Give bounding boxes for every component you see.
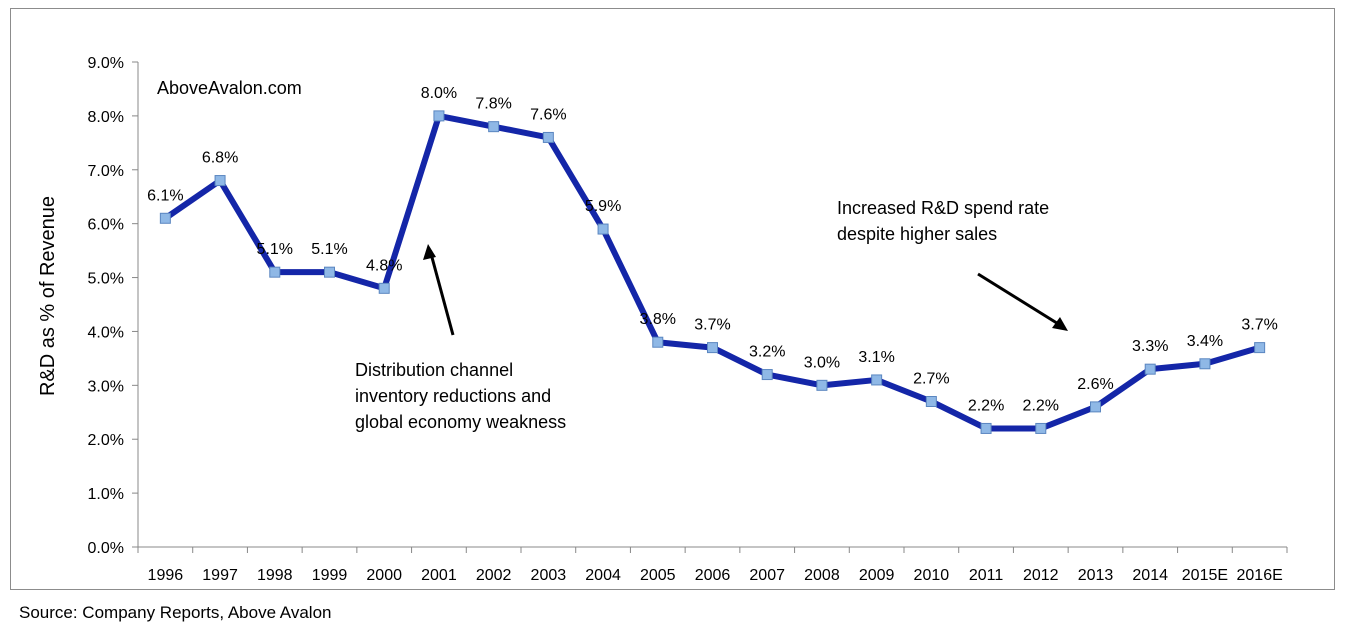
y-tick-label: 6.0% bbox=[88, 217, 124, 234]
source-note: Source: Company Reports, Above Avalon bbox=[19, 603, 332, 622]
data-point-marker bbox=[269, 266, 281, 278]
y-tick-label: 5.0% bbox=[88, 271, 124, 288]
axes bbox=[137, 62, 1287, 548]
data-point-marker bbox=[378, 282, 390, 294]
x-tick-label: 2013 bbox=[1078, 567, 1114, 584]
annotation-arrow bbox=[977, 272, 1061, 327]
x-tick-label: 2004 bbox=[585, 567, 621, 584]
y-tick-label: 9.0% bbox=[88, 55, 124, 72]
x-tick-label: 2009 bbox=[859, 567, 895, 584]
data-label: 7.8% bbox=[475, 96, 511, 113]
data-label: 3.7% bbox=[694, 317, 730, 334]
data-point-marker bbox=[1090, 401, 1101, 413]
y-tick-label: 0.0% bbox=[88, 540, 124, 557]
data-point-marker bbox=[707, 342, 718, 354]
x-tick-label: 2006 bbox=[695, 567, 731, 584]
y-tick-label: 7.0% bbox=[88, 163, 124, 180]
data-label: 5.1% bbox=[257, 241, 293, 258]
data-label: 6.1% bbox=[147, 187, 183, 204]
data-label: 3.2% bbox=[749, 344, 785, 361]
data-label: 4.8% bbox=[366, 257, 402, 274]
x-tick-label: 2002 bbox=[476, 567, 512, 584]
y-tick-label: 3.0% bbox=[88, 378, 124, 395]
y-tick-label: 2.0% bbox=[88, 432, 124, 449]
x-tick-label: 2010 bbox=[914, 567, 950, 584]
x-tick-label: 1997 bbox=[202, 567, 238, 584]
data-label: 2.7% bbox=[913, 371, 949, 388]
data-point-marker bbox=[816, 379, 828, 391]
data-label: 3.8% bbox=[640, 311, 676, 328]
data-label: 3.0% bbox=[804, 354, 840, 371]
data-point-marker bbox=[324, 266, 335, 278]
data-label: 5.9% bbox=[585, 198, 621, 215]
data-point-marker bbox=[1144, 363, 1156, 375]
data-label: 7.6% bbox=[530, 106, 566, 123]
chart-frame bbox=[10, 8, 1335, 590]
data-label: 2.2% bbox=[1023, 397, 1059, 414]
x-tick-label: 1999 bbox=[312, 567, 348, 584]
annotation-arrowhead bbox=[1052, 317, 1068, 331]
annotation-arrowhead bbox=[423, 244, 436, 260]
data-point-marker bbox=[980, 422, 992, 434]
y-axis-title: R&D as % of Revenue bbox=[37, 196, 59, 396]
annotation-line: global economy weakness bbox=[355, 412, 566, 432]
x-tick-label: 1996 bbox=[148, 567, 184, 584]
y-axis-ticks: 0.0% 1.0% 2.0% 3.0% 4.0% 5.0% 6.0% 7.0% 8.0% 9.0% bbox=[88, 55, 138, 557]
x-tick-label: 2015E bbox=[1182, 567, 1228, 584]
y-axis-title-group: R&D as % of Revenue bbox=[37, 196, 59, 396]
y-tick-label: 8.0% bbox=[88, 109, 124, 126]
data-point-marker bbox=[871, 374, 883, 386]
data-point-marker bbox=[1035, 422, 1047, 434]
data-label: 6.8% bbox=[202, 150, 238, 167]
annotation-line: Distribution channel bbox=[355, 360, 513, 380]
watermark-label: AboveAvalon.com bbox=[157, 78, 302, 98]
x-tick-label: 2000 bbox=[366, 567, 402, 584]
data-point-marker bbox=[925, 396, 937, 407]
data-label: 5.1% bbox=[311, 241, 347, 258]
data-point-marker bbox=[214, 175, 226, 187]
data-label: 3.3% bbox=[1132, 338, 1168, 355]
data-label: 2.6% bbox=[1077, 376, 1113, 393]
data-point-marker bbox=[488, 121, 500, 133]
data-point-marker bbox=[1254, 342, 1266, 354]
data-point-marker bbox=[761, 369, 773, 381]
data-label: 3.1% bbox=[858, 349, 894, 366]
data-point-marker bbox=[652, 336, 664, 348]
annotation-distribution-channel: Distribution channel inventory reduction… bbox=[355, 244, 566, 432]
x-tick-label: 2003 bbox=[531, 567, 567, 584]
data-labels: 6.1% 6.8% 5.1% 5.1% 4.8% 8.0% 7.8% 7.6% 5.9% 3.8%… bbox=[147, 85, 1278, 415]
annotation-line: inventory reductions and bbox=[355, 386, 551, 406]
data-point-marker bbox=[597, 223, 609, 235]
y-tick-label: 1.0% bbox=[88, 486, 124, 503]
data-label: 2.2% bbox=[968, 397, 1004, 414]
data-point-marker bbox=[1199, 358, 1211, 370]
x-tick-label: 2016E bbox=[1237, 567, 1283, 584]
data-point-marker bbox=[159, 212, 171, 224]
data-point-marker bbox=[433, 110, 445, 122]
x-tick-label: 2007 bbox=[749, 567, 785, 584]
data-label: 8.0% bbox=[421, 85, 457, 102]
x-tick-label: 2001 bbox=[421, 567, 457, 584]
data-point-marker bbox=[542, 131, 554, 143]
annotation-line: despite higher sales bbox=[837, 224, 997, 244]
x-tick-label: 2014 bbox=[1132, 567, 1168, 584]
y-tick-label: 4.0% bbox=[88, 324, 124, 341]
x-tick-label: 2005 bbox=[640, 567, 676, 584]
series-markers bbox=[159, 110, 1266, 434]
x-tick-label: 2008 bbox=[804, 567, 840, 584]
x-tick-label: 2012 bbox=[1023, 567, 1059, 584]
x-tick-label: 1998 bbox=[257, 567, 293, 584]
x-tick-label: 2011 bbox=[969, 567, 1004, 584]
annotation-arrow bbox=[428, 249, 455, 336]
data-label: 3.4% bbox=[1187, 333, 1223, 350]
annotation-increased-rd: Increased R&D spend rate despite higher … bbox=[837, 198, 1068, 331]
annotation-line: Increased R&D spend rate bbox=[837, 198, 1049, 218]
data-label: 3.7% bbox=[1241, 317, 1277, 334]
x-axis-ticks: 1996 1997 1998 1999 2000 2001 2002 2003 2004 2005… bbox=[137, 547, 1288, 584]
